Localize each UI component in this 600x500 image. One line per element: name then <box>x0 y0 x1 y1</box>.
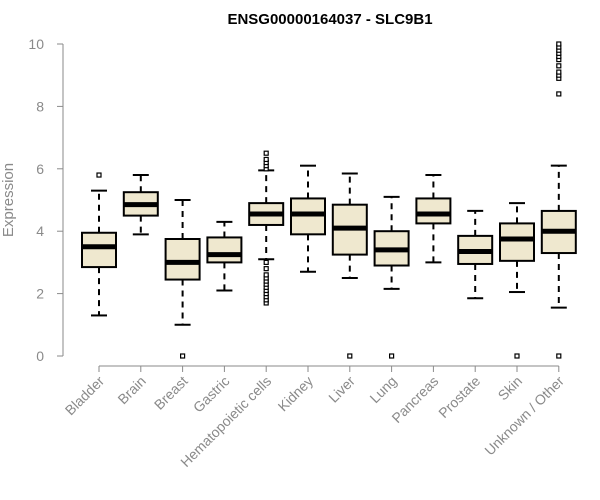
box-iqr <box>415 197 452 225</box>
box-11 <box>540 41 577 359</box>
x-tick-label: Skin <box>495 373 526 404</box>
box-1 <box>122 174 159 236</box>
box-7 <box>373 195 410 359</box>
outlier-point <box>263 259 269 265</box>
box-3 <box>206 220 243 292</box>
x-tick-label: Bladder <box>62 373 108 419</box>
box-5 <box>290 164 326 273</box>
box-4 <box>248 150 285 306</box>
outlier-point <box>263 156 269 163</box>
y-tick-label: 2 <box>36 286 44 302</box>
box-iqr <box>206 236 243 264</box>
box-9 <box>457 209 494 300</box>
outlier-point <box>556 63 562 69</box>
x-tick-label: Kidney <box>275 373 317 415</box>
y-axis-label: Expression <box>0 163 17 237</box>
box-0 <box>81 172 117 317</box>
x-tick-label: Liver <box>325 373 358 406</box>
y-tick-label: 8 <box>36 98 44 114</box>
x-tick-label: Brain <box>114 373 148 407</box>
x-tick-label: Lung <box>366 373 399 406</box>
box-iqr <box>499 222 535 262</box>
y-tick-label: 4 <box>36 223 44 239</box>
outlier-point <box>347 353 353 359</box>
outlier-point <box>514 353 520 359</box>
outlier-point <box>556 41 562 47</box>
y-tick-label: 10 <box>28 36 44 52</box>
x-tick-label: Prostate <box>435 373 483 421</box>
y-tick-label: 0 <box>36 348 44 364</box>
outlier-point <box>96 172 102 178</box>
y-tick-label: 6 <box>36 161 44 177</box>
box-8 <box>415 174 452 264</box>
outlier-point <box>180 353 186 359</box>
y-axis: 0 2 4 6 8 10 <box>28 36 64 364</box>
x-tick-label: Unknown / Other <box>481 373 567 459</box>
outlier-point <box>556 69 562 75</box>
outlier-point <box>556 91 562 97</box>
box-2 <box>164 199 201 359</box>
outlier-point <box>263 266 269 272</box>
box-iqr <box>164 238 201 281</box>
outlier-point <box>263 272 269 278</box>
outlier-point <box>263 150 269 156</box>
box-10 <box>499 202 535 359</box>
outlier-point <box>389 353 395 359</box>
chart-title: ENSG00000164037 - SLC9B1 <box>227 11 432 28</box>
outlier-point <box>556 353 562 359</box>
boxes-layer <box>81 41 577 359</box>
box-6 <box>331 172 368 359</box>
box-iqr <box>81 231 117 269</box>
x-tick-label: Breast <box>151 373 191 413</box>
